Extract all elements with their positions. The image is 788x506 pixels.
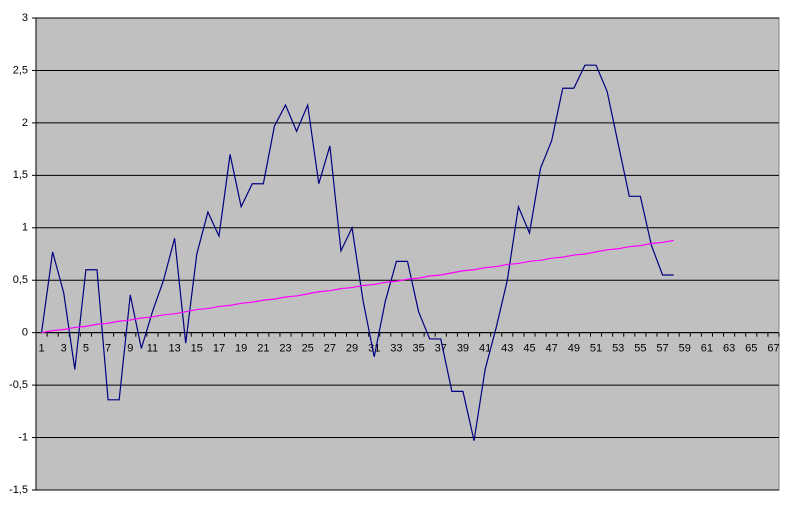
x-tick-label: 21 [257,343,269,355]
x-tick-label: 35 [412,343,424,355]
x-tick-label: 63 [723,343,735,355]
x-tick-label: 37 [435,343,447,355]
x-tick-label: 1 [38,343,44,355]
plot-area [35,17,780,491]
x-tick-label: 27 [324,343,336,355]
x-tick-label: 7 [105,343,111,355]
y-tick-label: -0,5 [9,379,28,391]
x-tick-label: 67 [767,343,779,355]
x-tick-label: 65 [745,343,757,355]
x-tick-label: 25 [302,343,314,355]
x-tick-label: 5 [83,343,89,355]
x-tick-label: 53 [612,343,624,355]
y-tick-label: -1 [18,431,28,443]
x-tick-label: 57 [656,343,668,355]
x-tick-label: 9 [127,343,133,355]
y-tick-label: 2,5 [13,64,28,76]
x-tick-label: 17 [213,343,225,355]
x-tick-label: 23 [279,343,291,355]
x-tick-label: 39 [457,343,469,355]
x-tick-label: 3 [61,343,67,355]
y-tick-label: 0 [22,327,28,339]
x-tick-label: 43 [501,343,513,355]
line-series [41,239,674,334]
x-tick-label: 45 [523,343,535,355]
x-tick-label: 29 [346,343,358,355]
x-tick-label: 51 [590,343,602,355]
y-tick-label: 2 [22,117,28,129]
x-tick-label: 49 [568,343,580,355]
x-tick-label: 59 [679,343,691,355]
line-series [40,64,674,441]
x-tick-label: 11 [147,343,158,355]
x-tick-label: 33 [390,343,402,355]
x-tick-label: 15 [191,343,203,355]
x-tick-label: 31 [368,343,380,355]
x-tick-label: 47 [546,343,558,355]
x-tick-label: 41 [479,343,491,355]
y-tick-label: 1,5 [13,169,28,181]
y-tick-label: -1,5 [9,484,28,496]
x-tick-label: 13 [168,343,180,355]
y-tick-label: 3 [22,12,28,24]
y-tick-label: 1 [22,222,28,234]
x-tick-label: 61 [701,343,713,355]
x-tick-label: 55 [634,343,646,355]
x-tick-label: 19 [235,343,247,355]
y-tick-label: 0,5 [13,274,28,286]
